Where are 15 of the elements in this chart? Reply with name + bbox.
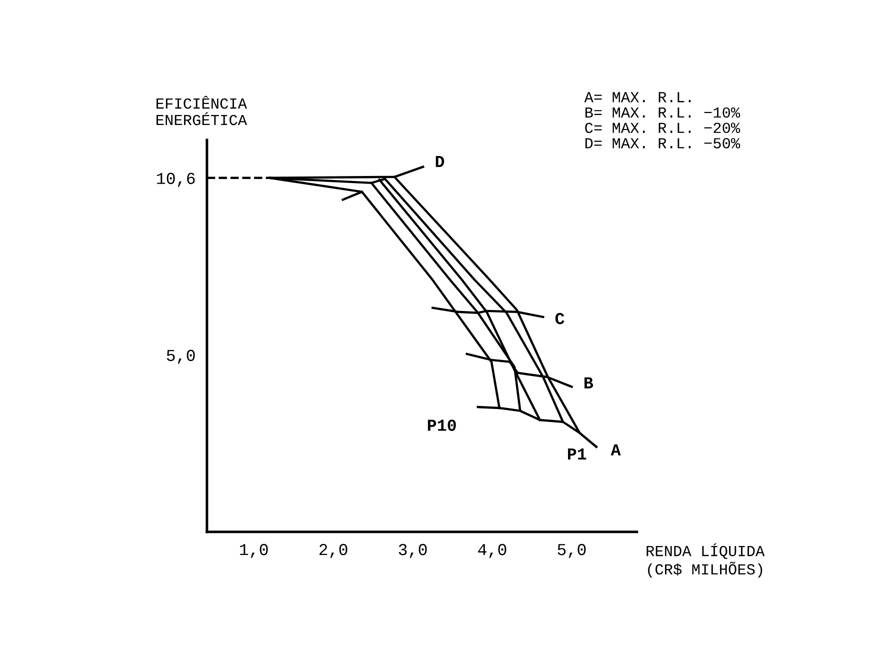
x-tick-label: 3,0: [398, 544, 427, 558]
x-axis-title: RENDA LÍQUIDA (CR$ MILHÕES): [646, 543, 765, 578]
annotation: P10: [428, 420, 456, 431]
x-tick-label: 5,0: [558, 544, 586, 558]
annotation: A= MAX. R.L. B= MAX. R.L. −10% C= MAX. R.L. −20% D= MAX. R.L. −50%: [584, 92, 740, 148]
x-tick-label: 2,0: [319, 544, 348, 558]
annotation: P1: [568, 448, 586, 460]
annotation: B: [584, 377, 594, 388]
x-tick-label: 1,0: [240, 544, 268, 558]
annotation: A: [610, 444, 621, 456]
y-axis-title: EFICIÊNCIA ENERGÉTICA: [156, 96, 248, 126]
annotation: D: [436, 156, 444, 167]
annotation: C: [555, 312, 564, 324]
x-tick-label: 4,0: [478, 544, 506, 558]
y-tick-label: 10,6: [157, 172, 195, 187]
